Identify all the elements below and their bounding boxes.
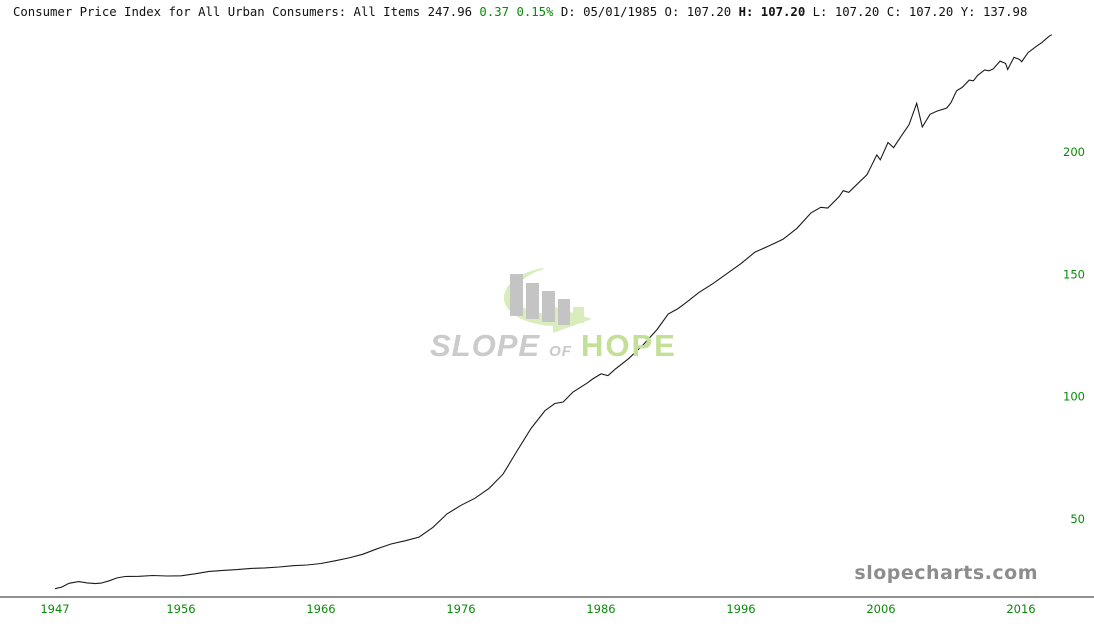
chart-title-bar: Consumer Price Index for All Urban Consu… [13,4,1027,20]
change-percent: 0.15% [516,5,554,19]
last-value: 247.96 [427,5,473,19]
y-tick-200: 200 [1063,145,1085,159]
change-absolute: 0.37 [479,5,510,19]
quote-open: O: 107.20 [664,5,732,19]
x-tick-1996: 1996 [726,602,755,616]
quote-year-ago: Y: 137.98 [960,5,1028,19]
quote-date: D: 05/01/1985 [560,5,658,19]
cpi-price-line [54,34,1053,590]
y-axis-tick-labels: 50 100 150 200 [1063,145,1085,526]
quote-low: L: 107.20 [812,5,880,19]
x-tick-1966: 1966 [306,602,335,616]
y-tick-50: 50 [1070,512,1085,526]
quote-close: C: 107.20 [886,5,954,19]
x-tick-1947: 1947 [40,602,69,616]
x-tick-2016: 2016 [1006,602,1035,616]
y-tick-100: 100 [1063,390,1085,404]
x-axis-line [0,596,1094,598]
x-axis-tick-labels: 1947 1956 1966 1976 1986 1996 2006 2016 [40,602,1035,616]
slopecharts-site-watermark: slopecharts.com [854,562,1038,584]
x-tick-2006: 2006 [866,602,895,616]
series-label: Consumer Price Index for All Urban Consu… [13,5,421,19]
quote-high: H: 107.20 [738,5,806,19]
x-tick-1986: 1986 [586,602,615,616]
y-tick-150: 150 [1063,267,1085,281]
x-tick-1956: 1956 [166,602,195,616]
x-tick-1976: 1976 [446,602,475,616]
